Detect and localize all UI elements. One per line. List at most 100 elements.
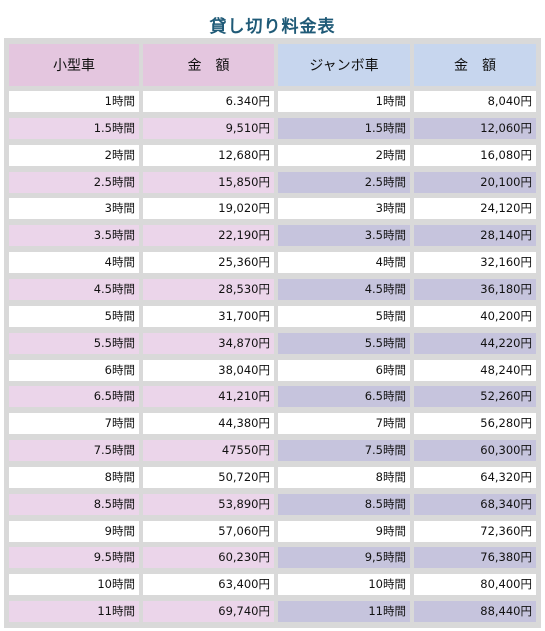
header-jumbo-price: 金 額 — [414, 44, 536, 86]
duration-cell: 7.5時間 — [278, 440, 410, 462]
price-cell: 48,240円 — [414, 359, 536, 381]
price-cell: 56,280円 — [414, 413, 536, 435]
duration-cell: 5.5時間 — [278, 332, 410, 354]
price-cell: 32,160円 — [414, 252, 536, 274]
table-row: 1.5時間 9,510円 1.5時間 12,060円 — [4, 117, 541, 139]
price-cell: 60,230円 — [143, 547, 274, 569]
duration-cell: 8.5時間 — [9, 493, 139, 515]
table-row: 9時間 57,060円 9時間 72,360円 — [4, 520, 541, 542]
duration-cell: 8.5時間 — [278, 493, 410, 515]
price-cell: 68,340円 — [414, 493, 536, 515]
duration-cell: 9時間 — [278, 520, 410, 542]
duration-cell: 1.5時間 — [9, 117, 139, 139]
price-cell: 9,510円 — [143, 117, 274, 139]
duration-cell: 2.5時間 — [278, 171, 410, 193]
price-cell: 40,200円 — [414, 305, 536, 327]
table-row: 3.5時間 22,190円 3.5時間 28,140円 — [4, 225, 541, 247]
price-cell: 31,700円 — [143, 305, 274, 327]
duration-cell: 1時間 — [278, 91, 410, 112]
price-cell: 19,020円 — [143, 198, 274, 220]
header-jumbo-car: ジャンボ車 — [278, 44, 410, 86]
duration-cell: 6時間 — [278, 359, 410, 381]
duration-cell: 11時間 — [9, 601, 139, 623]
price-cell: 24,120円 — [414, 198, 536, 220]
table-row: 8.5時間 53,890円 8.5時間 68,340円 — [4, 493, 541, 515]
price-cell: 15,850円 — [143, 171, 274, 193]
price-cell: 72,360円 — [414, 520, 536, 542]
price-cell: 76,380円 — [414, 547, 536, 569]
price-cell: 44,220円 — [414, 332, 536, 354]
table-row: 8時間 50,720円 8時間 64,320円 — [4, 466, 541, 488]
duration-cell: 2時間 — [278, 144, 410, 166]
page-title: 貸し切り料金表 — [209, 17, 336, 37]
duration-cell: 4.5時間 — [278, 278, 410, 300]
price-cell: 69,740円 — [143, 601, 274, 623]
price-cell: 28,530円 — [143, 278, 274, 300]
duration-cell: 5.5時間 — [9, 332, 139, 354]
table-row: 1時間 6.340円 1時間 8,040円 — [4, 91, 541, 112]
price-cell: 25,360円 — [143, 252, 274, 274]
price-cell: 53,890円 — [143, 493, 274, 515]
table-row: 5時間 31,700円 5時間 40,200円 — [4, 305, 541, 327]
price-cell: 22,190円 — [143, 225, 274, 247]
duration-cell: 5時間 — [278, 305, 410, 327]
table-row: 7時間 44,380円 7時間 56,280円 — [4, 413, 541, 435]
table-row: 2.5時間 15,850円 2.5時間 20,100円 — [4, 171, 541, 193]
header-small-price: 金 額 — [143, 44, 274, 86]
duration-cell: 3.5時間 — [278, 225, 410, 247]
duration-cell: 2時間 — [9, 144, 139, 166]
table-row: 4.5時間 28,530円 4.5時間 36,180円 — [4, 278, 541, 300]
price-cell: 28,140円 — [414, 225, 536, 247]
table-row: 11時間 69,740円 11時間 88,440円 — [4, 601, 541, 623]
table-row: 10時間 63,400円 10時間 80,400円 — [4, 574, 541, 596]
price-cell: 20,100円 — [414, 171, 536, 193]
price-cell: 6.340円 — [143, 91, 274, 112]
duration-cell: 11時間 — [278, 601, 410, 623]
price-cell: 50,720円 — [143, 466, 274, 488]
price-cell: 60,300円 — [414, 440, 536, 462]
price-cell: 63,400円 — [143, 574, 274, 596]
duration-cell: 10時間 — [9, 574, 139, 596]
price-cell: 57,060円 — [143, 520, 274, 542]
duration-cell: 6時間 — [9, 359, 139, 381]
duration-cell: 9,5時間 — [278, 547, 410, 569]
table-row: 4時間 25,360円 4時間 32,160円 — [4, 252, 541, 274]
price-cell: 47550円 — [143, 440, 274, 462]
duration-cell: 7時間 — [9, 413, 139, 435]
price-cell: 88,440円 — [414, 601, 536, 623]
price-cell: 41,210円 — [143, 386, 274, 408]
table-row: 2時間 12,680円 2時間 16,080円 — [4, 144, 541, 166]
header-small-car: 小型車 — [9, 44, 139, 86]
price-cell: 8,040円 — [414, 91, 536, 112]
duration-cell: 7時間 — [278, 413, 410, 435]
price-cell: 80,400円 — [414, 574, 536, 596]
duration-cell: 9時間 — [9, 520, 139, 542]
price-cell: 16,080円 — [414, 144, 536, 166]
duration-cell: 3時間 — [9, 198, 139, 220]
duration-cell: 3時間 — [278, 198, 410, 220]
price-cell: 12,680円 — [143, 144, 274, 166]
duration-cell: 6.5時間 — [9, 386, 139, 408]
table-row: 6時間 38,040円 6時間 48,240円 — [4, 359, 541, 381]
table-row: 3時間 19,020円 3時間 24,120円 — [4, 198, 541, 220]
duration-cell: 9.5時間 — [9, 547, 139, 569]
price-cell: 36,180円 — [414, 278, 536, 300]
table-row: 5.5時間 34,870円 5.5時間 44,220円 — [4, 332, 541, 354]
price-cell: 52,260円 — [414, 386, 536, 408]
duration-cell: 4.5時間 — [9, 278, 139, 300]
table-row: 7.5時間 47550円 7.5時間 60,300円 — [4, 440, 541, 462]
price-cell: 12,060円 — [414, 117, 536, 139]
duration-cell: 7.5時間 — [9, 440, 139, 462]
duration-cell: 6.5時間 — [278, 386, 410, 408]
duration-cell: 5時間 — [9, 305, 139, 327]
duration-cell: 1.5時間 — [278, 117, 410, 139]
price-cell: 34,870円 — [143, 332, 274, 354]
duration-cell: 3.5時間 — [9, 225, 139, 247]
table-row: 9.5時間 60,230円 9,5時間 76,380円 — [4, 547, 541, 569]
price-cell: 64,320円 — [414, 466, 536, 488]
duration-cell: 4時間 — [278, 252, 410, 274]
fare-table: 小型車金 額ジャンボ車金 額 1時間 6.340円 1時間 8,040円 1.5時間 9,… — [4, 38, 541, 628]
duration-cell: 8時間 — [278, 466, 410, 488]
duration-cell: 4時間 — [9, 252, 139, 274]
duration-cell: 10時間 — [278, 574, 410, 596]
